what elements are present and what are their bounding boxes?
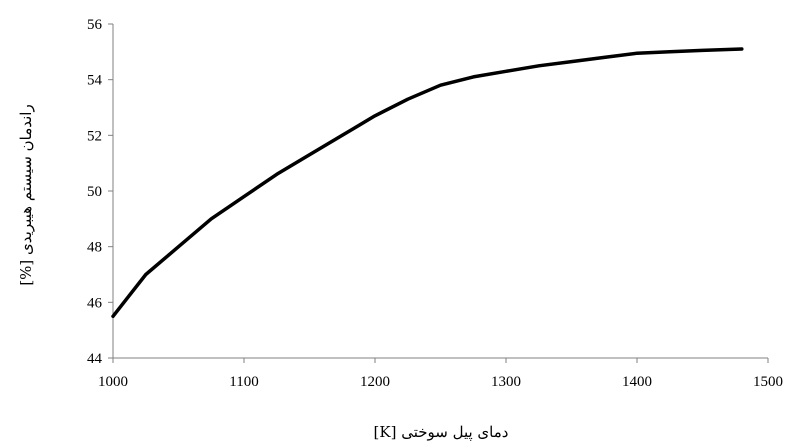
y-tick-label: 44 — [87, 351, 103, 367]
x-tick-label: 1400 — [622, 374, 652, 390]
axes — [113, 24, 768, 358]
data-series — [113, 49, 742, 316]
y-tick-label: 48 — [87, 240, 102, 256]
y-tick-label: 52 — [87, 128, 102, 144]
x-tick-label: 1300 — [491, 374, 521, 390]
y-tick-label: 46 — [87, 295, 103, 311]
x-tick-label: 1500 — [753, 374, 783, 390]
y-axis-title: راندمان سیستم هیبریدی [%] — [17, 104, 35, 285]
series-line — [113, 49, 742, 316]
x-tick-label: 1200 — [360, 374, 390, 390]
y-tick-label: 56 — [87, 17, 103, 33]
axis-ticks: 44 46 48 50 52 54 56 1000 1100 1200 1300 1400 1500 — [87, 17, 783, 390]
y-tick-label: 50 — [87, 184, 102, 200]
y-tick-label: 54 — [87, 73, 103, 89]
x-axis-title: دمای پیل سوختی [K] — [374, 423, 509, 441]
x-tick-label: 1000 — [98, 374, 128, 390]
x-tick-label: 1100 — [229, 374, 258, 390]
